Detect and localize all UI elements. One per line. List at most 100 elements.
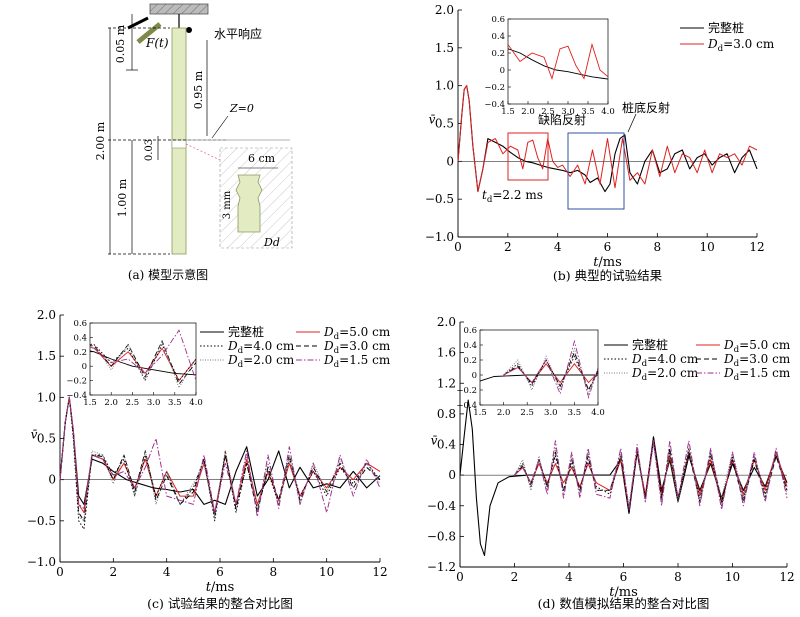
inset-x-tick-label: 2.0: [497, 408, 511, 418]
inset-frame: [507, 18, 609, 105]
legend-label: Dd=5.0 cm: [723, 338, 791, 355]
y-tick-label: 1.5: [435, 41, 454, 55]
y-tick-label: −0.5: [27, 514, 56, 528]
inset-x-tick-label: 2.5: [520, 408, 534, 418]
inset-x-tick-label: 2.0: [521, 107, 535, 117]
y-tick-label: 1.0: [37, 390, 56, 404]
inset-y-tick-label: −0.4: [484, 100, 505, 110]
y-axis-label: v̄: [31, 428, 38, 442]
legend-label: Dd=5.0 cm: [323, 325, 391, 342]
inset-y-tick-label: 0: [500, 66, 505, 76]
inset-x-tick-label: 1.5: [501, 107, 515, 117]
inset-x-tick-label: 2.0: [104, 398, 118, 408]
series-line: [59, 396, 381, 530]
x-tick-label: 12: [779, 570, 794, 584]
inset-y-tick-label: −0.2: [66, 377, 87, 387]
x-tick-label: 6: [620, 570, 628, 584]
dimension-lines: [108, 14, 226, 255]
legend-label: Dd=1.5 cm: [323, 353, 391, 370]
x-tick-label: 10: [319, 565, 334, 579]
inset-x-tick-label: 2.5: [541, 107, 555, 117]
response-label: 水平响应: [214, 26, 262, 41]
y-tick-label: −1.0: [27, 555, 56, 569]
inset-y-tick-label: −0.2: [456, 386, 477, 396]
pile-defect: [171, 139, 187, 149]
inset-plot: −0.4 −0.2 0 0.2 0.4 0.6 1.5 2.0 2.5 3.0 3.5 4.0: [66, 319, 202, 408]
inset-y-tick-label: 0: [472, 371, 477, 381]
x-tick-label: 4: [163, 565, 171, 579]
inset-y-tick-label: 0.4: [491, 32, 505, 42]
y-tick-label: 0.5: [37, 432, 56, 446]
x-tick-label: 6: [604, 240, 612, 254]
force-label: F(t): [145, 36, 169, 50]
y-axis-label: v̄: [431, 434, 438, 448]
y-tick-label: 0.4: [437, 438, 456, 452]
inset-y-tick-label: 0.6: [463, 326, 477, 336]
inset-series-line: [503, 363, 598, 384]
legend-label: Dd=4.0 cm: [631, 352, 699, 369]
chart-d: −1.2 −0.8 −0.4 0 0.4 0.8 1.2 1.6 2.0 0 2 4 6 8 10 12 t/m…: [427, 315, 795, 611]
inset-x-tick-label: 2.5: [126, 398, 140, 408]
series-line: [59, 396, 381, 518]
legend-label: Dd=2.0 cm: [227, 353, 295, 370]
x-tick-label: 8: [270, 565, 278, 579]
chart-c: −1.0 −0.5 0 0.5 1.0 1.5 2.0 0 2 4 6 8 10 12 t/ms v̄ −0.4…: [27, 308, 391, 611]
dim-1.00: 1.00 m: [116, 178, 129, 217]
x-tick-label: 4: [554, 240, 562, 254]
inset-y-tick-label: 0.2: [463, 356, 477, 366]
inset-frame: [479, 329, 599, 406]
dim-0.95: 0.95 m: [192, 70, 205, 109]
inset-x-tick-label: 1.5: [473, 408, 487, 418]
dim-0.03: 0.03: [144, 139, 155, 161]
legend-label: 完整桩: [708, 20, 744, 35]
inset-plot: −0.4 −0.2 0 0.2 0.4 0.6 1.5 2.0 2.5 3.0 3.5 4.0: [456, 326, 605, 418]
series-line: [457, 85, 758, 193]
y-tick-label: 1.0: [435, 79, 454, 93]
inset-x-tick-label: 4.0: [601, 107, 615, 117]
y-tick-label: 0: [48, 473, 56, 487]
chart-caption: (b) 典型的试验结果: [553, 268, 663, 283]
series-line: [59, 396, 381, 514]
legend-label: Dd=3.0 cm: [723, 352, 791, 369]
inset-y-tick-label: 0.6: [491, 15, 505, 25]
dim-6cm: 6 cm: [248, 152, 276, 165]
x-tick-label: 6: [216, 565, 224, 579]
inset-y-tick-label: 0: [82, 362, 87, 372]
x-axis-label: t/ms: [593, 255, 622, 270]
sensor-dot: [186, 27, 192, 33]
legend-label: Dd=4.0 cm: [227, 339, 295, 356]
y-tick-label: 2.0: [37, 308, 56, 322]
inset-x-tick-label: 3.5: [581, 107, 595, 117]
x-tick-label: 2: [504, 240, 512, 254]
legend-label: Dd=2.0 cm: [631, 366, 699, 383]
x-tick-label: 8: [654, 240, 662, 254]
y-tick-label: 0.8: [437, 407, 456, 421]
y-tick-label: −1.2: [427, 560, 456, 574]
inset-x-tick-label: 4.0: [591, 408, 605, 418]
inset-y-tick-label: 0.4: [463, 341, 477, 351]
z0-label: Z=0: [229, 102, 254, 115]
annotation-box: [567, 132, 625, 210]
inset-x-tick-label: 3.0: [544, 408, 558, 418]
y-tick-label: 2.0: [437, 315, 456, 329]
inset-y-tick-label: −0.4: [66, 391, 87, 401]
inset-y-tick-label: 0.2: [491, 49, 505, 59]
x-tick-label: 2: [511, 570, 519, 584]
legend-label: 完整桩: [632, 337, 668, 352]
caption-a: (a) 模型示意图: [128, 267, 208, 282]
y-tick-label: 1.2: [437, 376, 456, 390]
inset-plot: −0.4 −0.2 0 0.2 0.4 0.6 1.5 2.0 2.5 3.0 3.5 4.0: [484, 15, 615, 117]
inset-y-tick-label: −0.2: [484, 83, 505, 93]
series-line: [514, 440, 788, 511]
inset-y-tick-label: 0.4: [73, 333, 87, 343]
detail-pile: [235, 174, 263, 233]
dim-0.05: 0.05 m: [114, 24, 127, 63]
series-line: [514, 444, 788, 507]
series-line: [59, 396, 381, 522]
panel-a-model-sketch: F(t) 水平响应 0.05 m 2.00 m 1.00 m 0.03 0.95…: [94, 3, 293, 282]
x-axis-label: t/ms: [206, 580, 235, 595]
legend-label: Dd=3.0 cm: [707, 37, 775, 54]
y-axis-label: v̄: [429, 113, 436, 127]
inset-y-tick-label: 0.6: [73, 319, 87, 329]
inset-x-tick-label: 3.0: [561, 107, 575, 117]
